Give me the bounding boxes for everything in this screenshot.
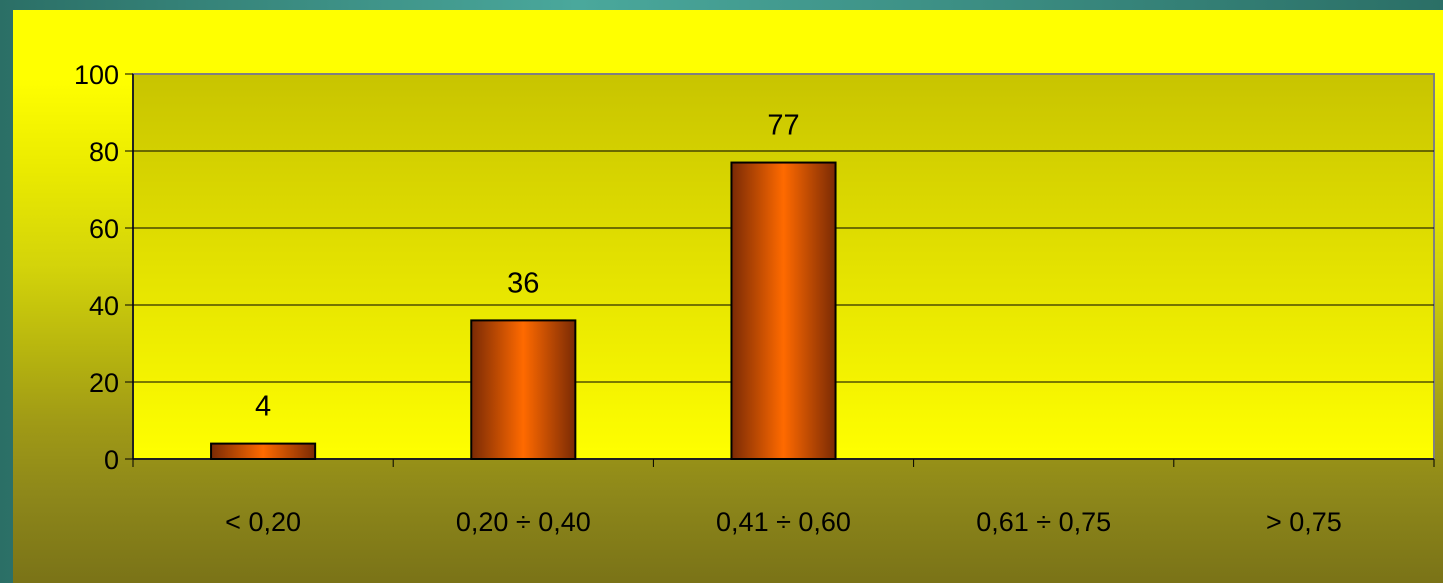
bars: [210, 161, 837, 461]
x-tick-label: 0,41 ÷ 0,60: [716, 507, 851, 537]
axes: [125, 73, 1435, 467]
y-tick-label: 100: [74, 60, 119, 90]
bar: [210, 442, 317, 461]
y-tick-label: 60: [89, 214, 119, 244]
x-tick-label: 0,61 ÷ 0,75: [976, 507, 1111, 537]
y-tick-label: 80: [89, 137, 119, 167]
bar: [730, 161, 837, 461]
x-tick-label: 0,20 ÷ 0,40: [456, 507, 591, 537]
data-label: 4: [255, 391, 271, 423]
labels: 0 20 40 60 80 100 4 < 0,20 36 0,20 ÷ 0,40 77 0,41 ÷…: [74, 60, 1342, 537]
y-tick-label: 0: [104, 445, 119, 475]
x-tick-label: < 0,20: [225, 507, 301, 537]
y-tick-label: 20: [89, 368, 119, 398]
y-tick-label: 40: [89, 291, 119, 321]
x-tick-label: > 0,75: [1266, 507, 1342, 537]
bar: [470, 319, 577, 460]
data-label: 36: [507, 267, 539, 299]
data-label: 77: [767, 110, 799, 142]
